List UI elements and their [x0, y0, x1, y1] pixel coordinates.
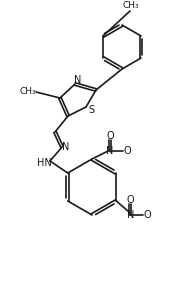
Text: CH₃: CH₃: [123, 2, 139, 11]
Text: S: S: [88, 105, 94, 115]
Text: CH₃: CH₃: [20, 86, 36, 95]
Text: O: O: [123, 146, 131, 156]
Text: O: O: [126, 195, 134, 205]
Text: N: N: [62, 142, 70, 152]
Text: N: N: [106, 146, 114, 156]
Text: N: N: [126, 210, 134, 220]
Text: HN: HN: [37, 158, 51, 168]
Text: N: N: [74, 75, 82, 85]
Text: O: O: [143, 210, 151, 220]
Text: O: O: [106, 131, 114, 141]
